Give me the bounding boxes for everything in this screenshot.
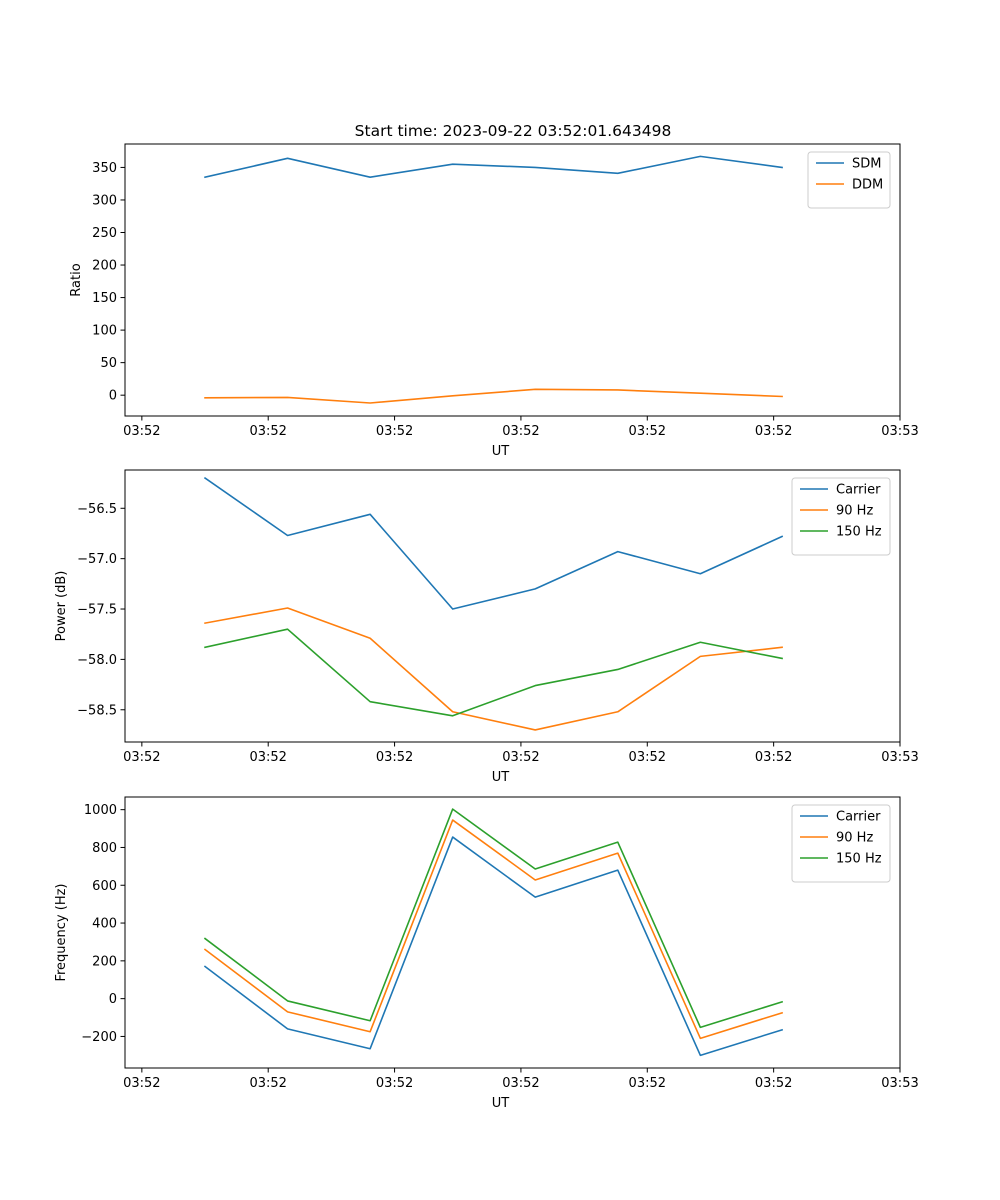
power-x-tick-label: 03:53 (881, 750, 918, 765)
ratio-y-tick-label: 50 (100, 356, 117, 371)
power-y-axis-label: Power (dB) (54, 571, 69, 642)
frequency-y-tick-label: 600 (92, 879, 117, 894)
power-x-tick-label: 03:52 (249, 750, 286, 765)
ratio-y-tick-label: 200 (92, 259, 117, 274)
frequency-series-150-hz (203, 808, 784, 1029)
frequency-y-tick-label: −200 (81, 1030, 117, 1045)
frequency-y-tick-label: 0 (109, 992, 117, 1007)
frequency-x-tick-label: 03:52 (755, 1076, 792, 1091)
power-series-carrier (203, 476, 784, 610)
power-series-150-hz (204, 628, 784, 717)
ratio-y-axis-label: Ratio (69, 263, 84, 296)
frequency-x-tick-label: 03:52 (123, 1076, 160, 1091)
power-x-tick-label: 03:52 (502, 750, 539, 765)
power-panel: 03:52 03:52 03:52 03:52 03:52 03:52 03:53 −58.5… (54, 469, 919, 785)
frequency-x-tick-label: 03:53 (881, 1076, 918, 1091)
frequency-series-90-hz (203, 819, 784, 1040)
power-legend-box (791, 477, 891, 556)
frequency-x-axis-label: UT (492, 1096, 510, 1111)
ratio-x-tick-label: 03:52 (376, 424, 413, 439)
ratio-legend-label-ddm: DDM (852, 178, 883, 193)
frequency-y-tick-label: 1000 (84, 803, 117, 818)
frequency-legend-label-150-hz: 150 Hz (836, 852, 882, 867)
frequency-legend-label-90-hz: 90 Hz (836, 831, 873, 846)
figure-title: Start time: 2023-09-22 03:52:01.643498 (355, 122, 672, 140)
power-x-axis-label: UT (492, 770, 510, 785)
frequency-x-tick-label: 03:52 (376, 1076, 413, 1091)
power-y-tick-label: −57.0 (77, 552, 117, 567)
ratio-x-tick-label: 03:53 (881, 424, 918, 439)
frequency-y-tick-label: 800 (92, 841, 117, 856)
ratio-panel: 03:52 03:52 03:52 03:52 03:52 03:52 03:53 0 50 10… (69, 143, 919, 459)
ratio-x-tick-label: 03:52 (629, 424, 666, 439)
frequency-panel: 03:52 03:52 03:52 03:52 03:52 03:52 03:53 −200 0… (54, 796, 919, 1111)
ratio-y-tick-label: 100 (92, 324, 117, 339)
power-legend-label-90-hz: 90 Hz (836, 504, 873, 519)
frequency-axes-frame (124, 796, 901, 1069)
ratio-legend-label-sdm: SDM (852, 157, 881, 172)
power-series-90-hz (204, 607, 783, 731)
ratio-x-tick-label: 03:52 (755, 424, 792, 439)
ratio-x-tick-label: 03:52 (502, 424, 539, 439)
power-x-tick-label: 03:52 (376, 750, 413, 765)
ratio-x-tick-label: 03:52 (249, 424, 286, 439)
frequency-legend: Carrier 90 Hz 150 Hz (791, 804, 891, 883)
power-y-tick-label: −56.5 (77, 502, 117, 517)
frequency-y-axis-label: Frequency (Hz) (54, 883, 69, 981)
frequency-series-carrier (203, 836, 784, 1057)
power-axes-frame (124, 469, 901, 743)
power-x-tick-label: 03:52 (755, 750, 792, 765)
ratio-legend: SDM DDM (807, 151, 891, 209)
ratio-y-tick-label: 250 (92, 226, 117, 241)
frequency-legend-label-carrier: Carrier (836, 810, 881, 825)
power-y-tick-label: −57.5 (77, 603, 117, 618)
frequency-x-tick-label: 03:52 (249, 1076, 286, 1091)
ratio-series-sdm (204, 155, 783, 179)
frequency-legend-box (791, 804, 891, 883)
frequency-y-tick-label: 200 (92, 954, 117, 969)
power-y-tick-label: −58.5 (77, 703, 117, 718)
power-x-tick-label: 03:52 (123, 750, 160, 765)
ratio-x-axis-label: UT (492, 444, 510, 459)
power-legend-label-carrier: Carrier (836, 483, 881, 498)
power-y-tick-label: −58.0 (77, 653, 117, 668)
ratio-series-ddm (204, 388, 783, 404)
power-legend-label-150-hz: 150 Hz (836, 525, 882, 540)
power-x-tick-label: 03:52 (629, 750, 666, 765)
ratio-axes-frame (124, 143, 901, 417)
ratio-legend-box (807, 151, 891, 209)
ratio-y-tick-label: 150 (92, 291, 117, 306)
ratio-y-tick-label: 0 (109, 389, 117, 404)
frequency-x-tick-label: 03:52 (502, 1076, 539, 1091)
ratio-y-tick-label: 350 (92, 161, 117, 176)
ratio-x-tick-label: 03:52 (123, 424, 160, 439)
power-legend: Carrier 90 Hz 150 Hz (791, 477, 891, 556)
ratio-y-tick-label: 300 (92, 193, 117, 208)
frequency-x-tick-label: 03:52 (629, 1076, 666, 1091)
frequency-y-tick-label: 400 (92, 917, 117, 932)
